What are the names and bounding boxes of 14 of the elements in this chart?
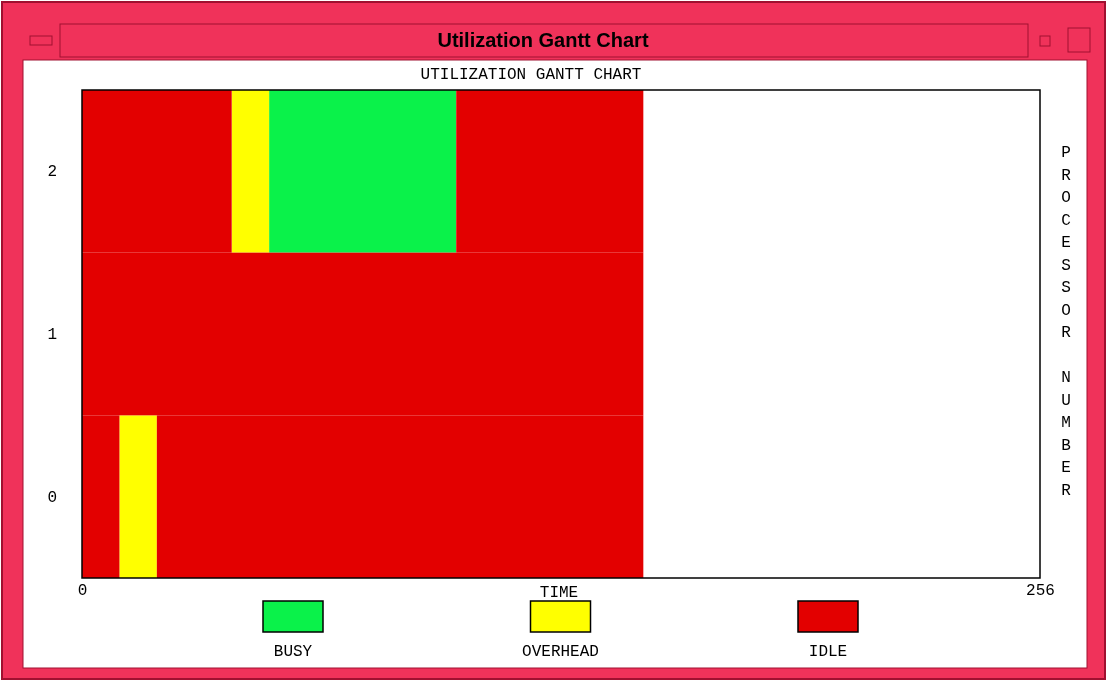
chart-subtitle: UTILIZATION GANTT CHART — [420, 66, 642, 84]
text: PROCESSOR NUMBER — [1061, 144, 1071, 500]
y-tick-label: 1 — [47, 326, 57, 345]
legend-label: OVERHEAD — [522, 643, 599, 661]
legend-label: BUSY — [273, 643, 313, 661]
legend-label: IDLE — [808, 643, 848, 661]
x-axis-title: TIME — [539, 584, 579, 602]
x-tick-label: 256 — [1026, 582, 1055, 601]
chart-title: Utilization Gantt Chart — [437, 29, 649, 51]
bar — [231, 90, 270, 253]
y-tick-label: 2 — [47, 163, 57, 182]
bar — [119, 415, 157, 578]
y-tick-label: 0 — [47, 488, 57, 507]
bar — [269, 90, 457, 253]
